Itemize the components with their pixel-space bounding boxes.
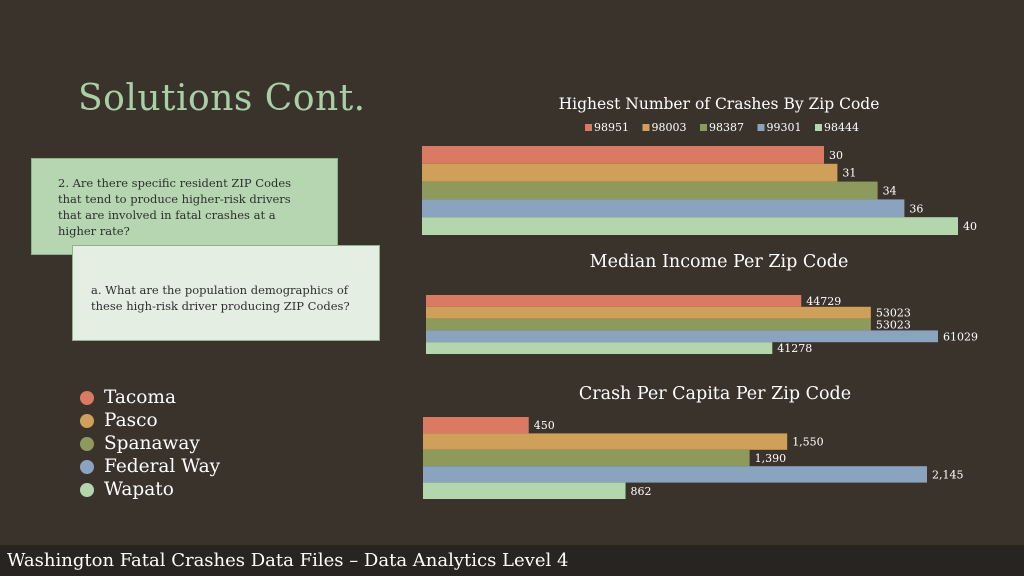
legend-label: 99301 — [767, 121, 802, 134]
data-label: 53023 — [876, 307, 911, 320]
city-legend-item: Spanaway — [80, 432, 220, 455]
legend-label: 98951 — [594, 121, 629, 134]
question-sub-text: a. What are the population demographics … — [91, 283, 350, 313]
city-legend-item: Federal Way — [80, 455, 220, 478]
bar — [426, 342, 773, 354]
question-box-sub: a. What are the population demographics … — [72, 245, 380, 341]
bar — [423, 449, 750, 467]
city-legend-dot — [80, 390, 94, 405]
chart-title: Median Income Per Zip Code — [590, 252, 849, 272]
question-main-text: 2. Are there specific resident ZIP Codes… — [58, 176, 292, 238]
bar — [422, 181, 878, 200]
city-legend-label: Wapato — [104, 479, 174, 500]
city-legend-item: Wapato — [80, 478, 220, 501]
data-label: 2,145 — [932, 468, 964, 481]
data-label: 1,390 — [755, 452, 787, 465]
data-label: 450 — [534, 419, 555, 432]
question-box-main: 2. Are there specific resident ZIP Codes… — [31, 158, 338, 255]
city-legend-item: Pasco — [80, 409, 220, 432]
city-legend-label: Federal Way — [104, 456, 221, 477]
city-legend-label: Pasco — [104, 410, 158, 431]
bar — [426, 306, 871, 319]
legend-swatch — [757, 124, 765, 131]
city-legend-dot — [80, 413, 94, 428]
footer-bar: Washington Fatal Crashes Data Files – Da… — [0, 545, 1024, 576]
footer-text: Washington Fatal Crashes Data Files – Da… — [7, 550, 569, 571]
slide-title: Solutions Cont. — [78, 78, 366, 119]
bar — [426, 318, 871, 331]
bar — [422, 146, 824, 164]
city-legend-label: Spanaway — [104, 433, 200, 454]
bar — [423, 482, 626, 499]
city-legend-item: Tacoma — [80, 386, 220, 409]
legend-swatch — [585, 124, 592, 131]
bar — [426, 330, 938, 343]
legend-label: 98003 — [652, 121, 687, 134]
bar — [422, 163, 838, 182]
bar — [423, 433, 788, 450]
data-label: 61029 — [943, 330, 978, 343]
bar — [423, 417, 529, 434]
data-label: 40 — [963, 220, 977, 233]
data-label: 41278 — [777, 342, 812, 355]
legend-label: 98387 — [709, 121, 744, 134]
bar — [422, 199, 905, 218]
city-legend: Tacoma Pasco Spanaway Federal Way Wapato — [80, 386, 220, 501]
city-legend-dot — [80, 482, 94, 497]
bar — [422, 217, 958, 235]
city-legend-dot — [80, 459, 94, 474]
chart-title: Crash Per Capita Per Zip Code — [579, 384, 851, 404]
city-legend-dot — [80, 436, 94, 451]
data-label: 53023 — [876, 319, 911, 332]
data-label: 30 — [829, 149, 843, 162]
charts-canvas: Highest Number of Crashes By Zip Code 30 3… — [422, 95, 978, 499]
bar — [423, 466, 927, 483]
legend-swatch — [642, 124, 650, 131]
data-label: 44729 — [806, 295, 841, 308]
city-legend-label: Tacoma — [104, 387, 177, 408]
bar — [426, 295, 802, 307]
data-label: 34 — [883, 185, 897, 198]
legend-swatch — [700, 124, 707, 131]
data-label: 36 — [909, 202, 923, 215]
chart-title: Highest Number of Crashes By Zip Code — [559, 95, 880, 113]
data-label: 862 — [631, 485, 652, 498]
data-label: 1,550 — [792, 436, 824, 449]
legend-swatch — [815, 124, 822, 131]
data-label: 31 — [842, 167, 856, 180]
legend-label: 98444 — [824, 121, 859, 134]
